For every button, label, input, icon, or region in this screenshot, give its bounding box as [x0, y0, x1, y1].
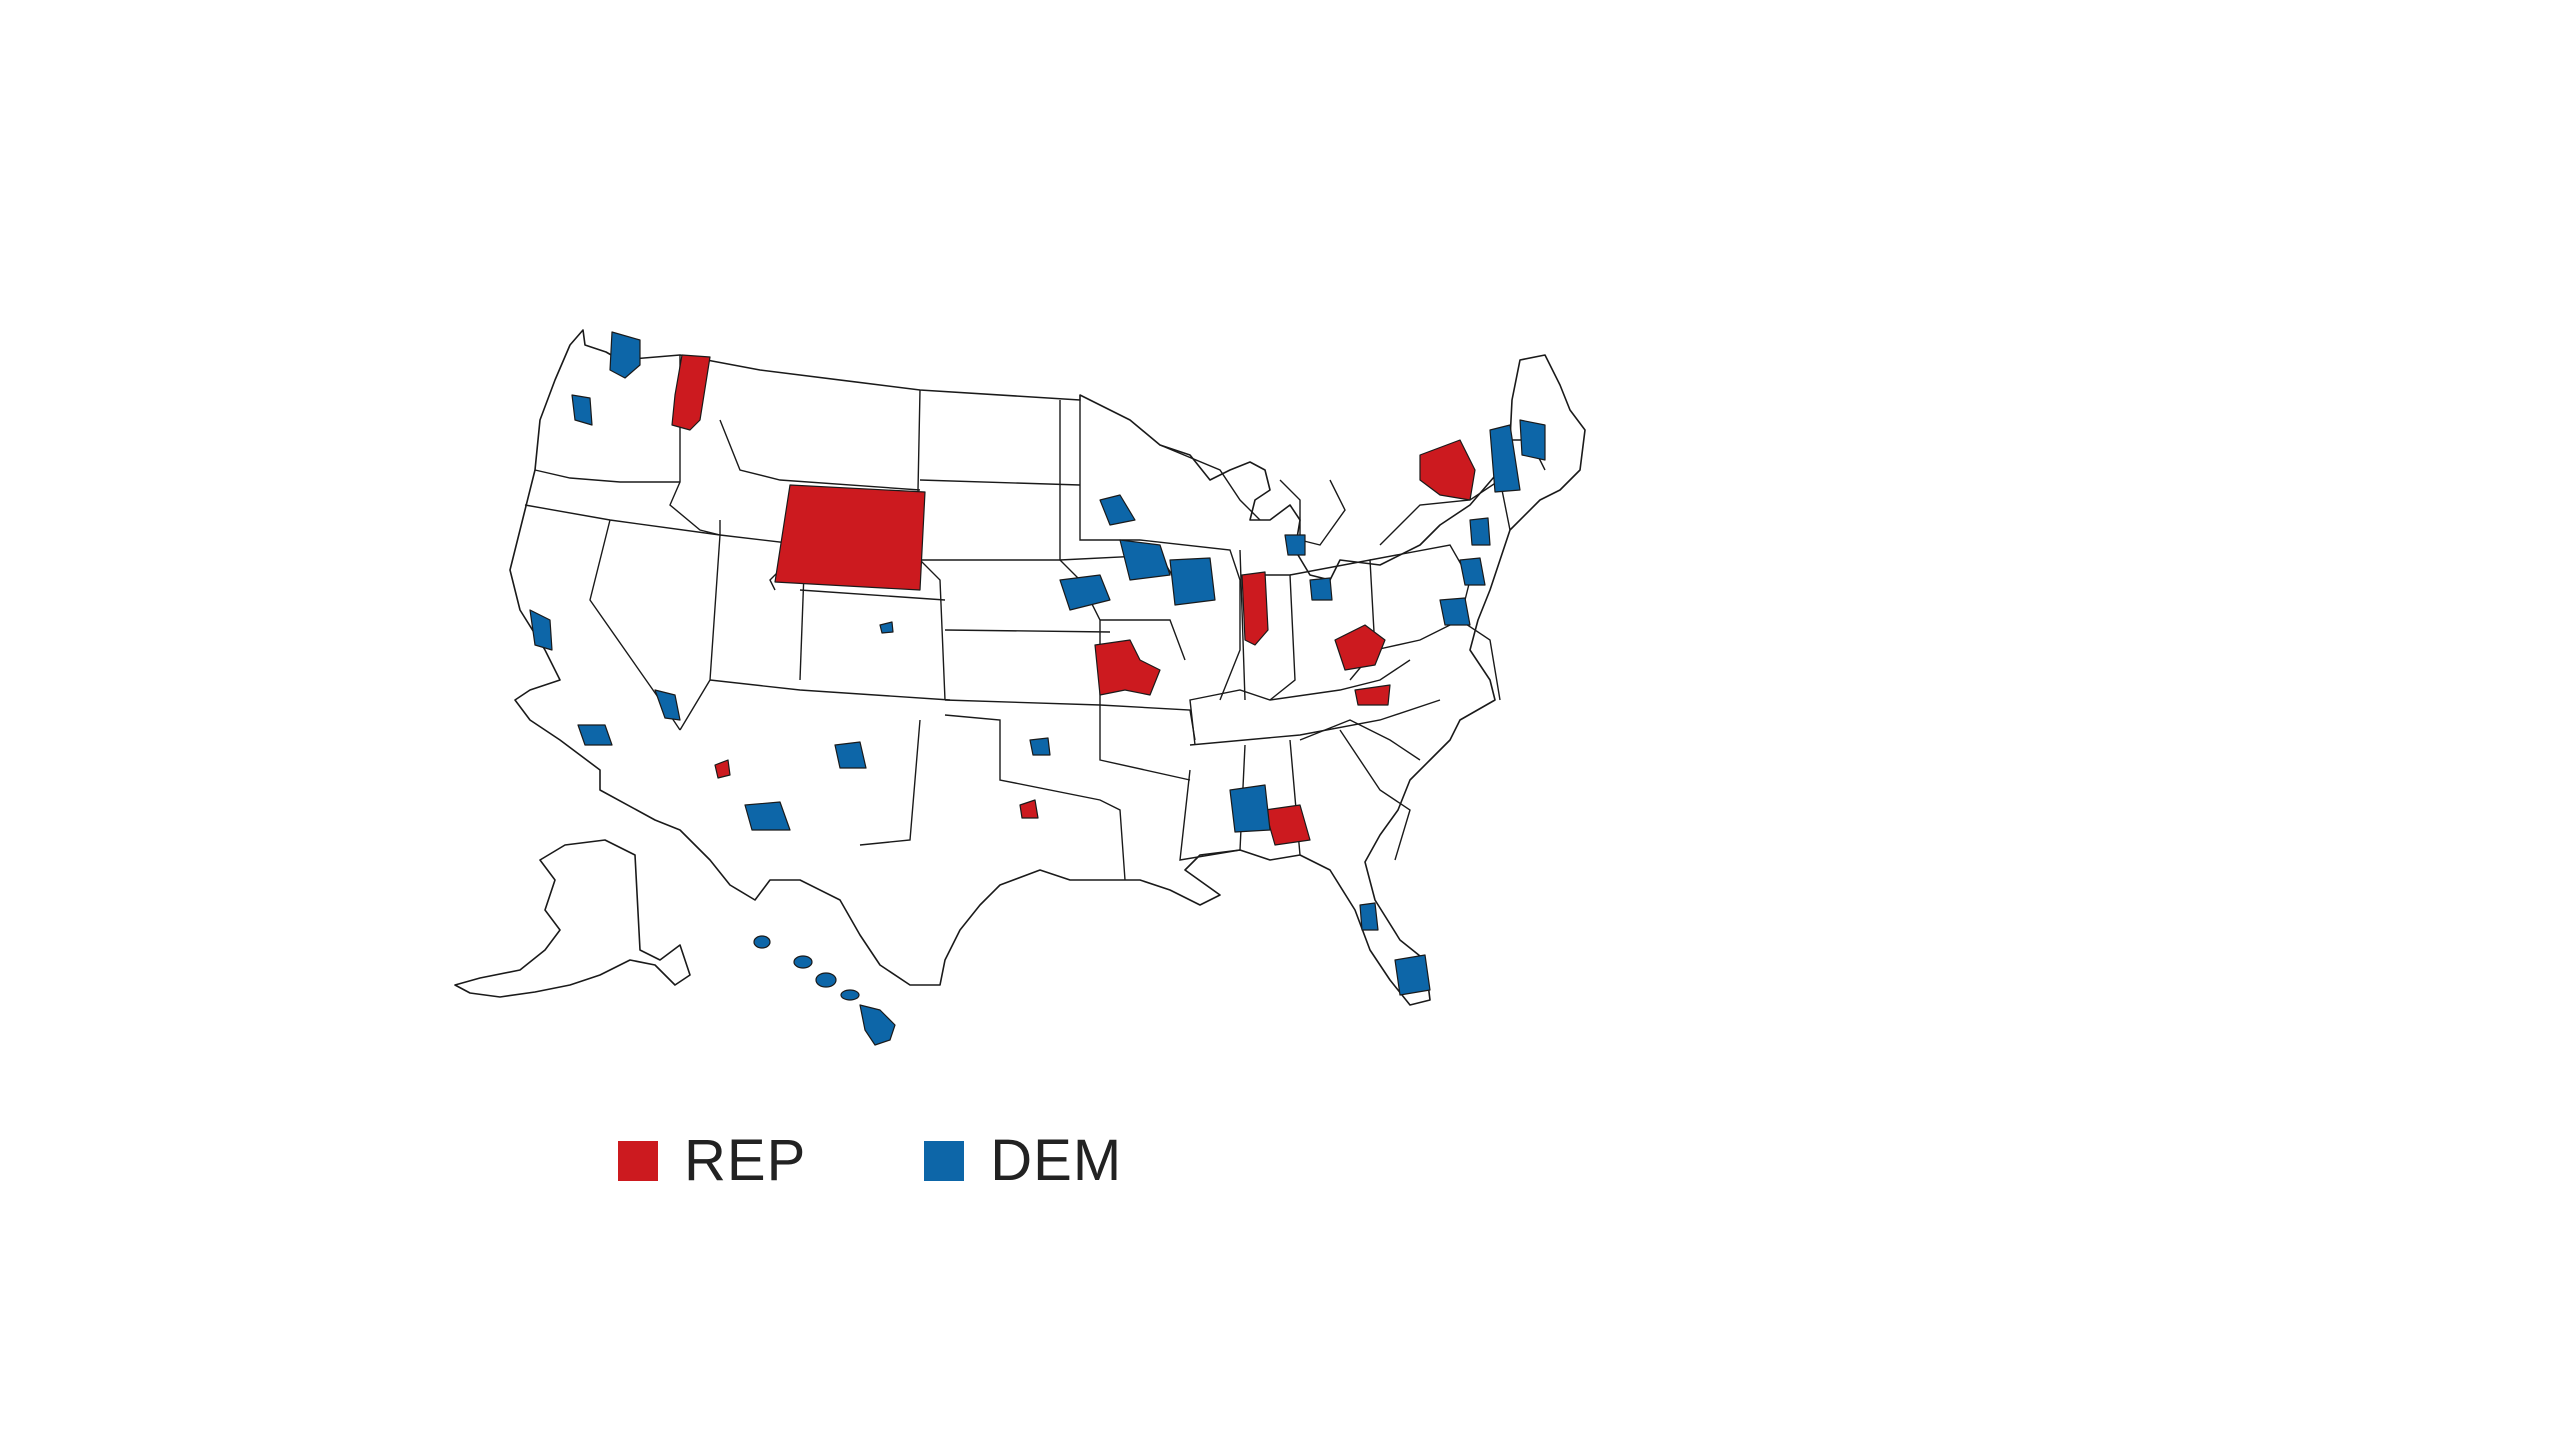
district-denver — [879, 621, 894, 634]
district-minnesota — [1099, 494, 1136, 526]
district-michigan — [1284, 534, 1306, 556]
district-ohio — [1309, 577, 1333, 601]
legend-label-dem: DEM — [990, 1128, 1123, 1193]
district-vermont-massachusetts — [1489, 424, 1521, 493]
legend-label-rep: REP — [684, 1128, 807, 1193]
district-oklahoma — [1029, 737, 1051, 756]
district-iowa — [1059, 574, 1111, 611]
district-tucson — [744, 801, 791, 831]
legend: REP DEM — [618, 1132, 1240, 1190]
district-florida-west — [1359, 902, 1379, 931]
district-maryland — [1459, 557, 1486, 586]
district-washington-east — [671, 354, 711, 431]
legend-item-rep: REP — [618, 1132, 806, 1190]
district-new-jersey — [1469, 517, 1491, 546]
district-new-york — [1419, 439, 1476, 501]
district-virginia-sw — [1354, 684, 1391, 706]
district-virginia-north — [1439, 597, 1471, 626]
district-maine-coast — [1519, 419, 1546, 461]
district-mississippi — [1229, 784, 1271, 833]
district-nevada — [654, 689, 681, 721]
district-texas-north — [1019, 799, 1039, 819]
district-west-virginia — [1334, 624, 1386, 671]
state-borders — [524, 355, 1546, 881]
rep-swatch — [618, 1141, 658, 1181]
alaska-outline — [454, 839, 691, 998]
district-illinois — [1169, 557, 1216, 606]
district-missouri — [1094, 639, 1161, 696]
districts — [529, 331, 1546, 996]
district-indiana — [1241, 571, 1269, 646]
state-outlines — [454, 329, 1586, 1046]
hawaii — [753, 935, 896, 1046]
district-wyoming — [774, 484, 926, 591]
district-arizona — [714, 759, 731, 779]
district-alabama — [1264, 804, 1311, 846]
legend-item-dem: DEM — [924, 1132, 1122, 1190]
district-portland — [571, 394, 593, 426]
district-new-mexico — [834, 741, 867, 769]
district-bay-area — [529, 609, 553, 651]
district-wisconsin — [1119, 539, 1171, 581]
district-florida-south — [1394, 954, 1431, 996]
dem-swatch — [924, 1141, 965, 1181]
district-la — [577, 724, 613, 746]
conus-outline — [509, 329, 1586, 1006]
district-seattle — [609, 331, 641, 379]
